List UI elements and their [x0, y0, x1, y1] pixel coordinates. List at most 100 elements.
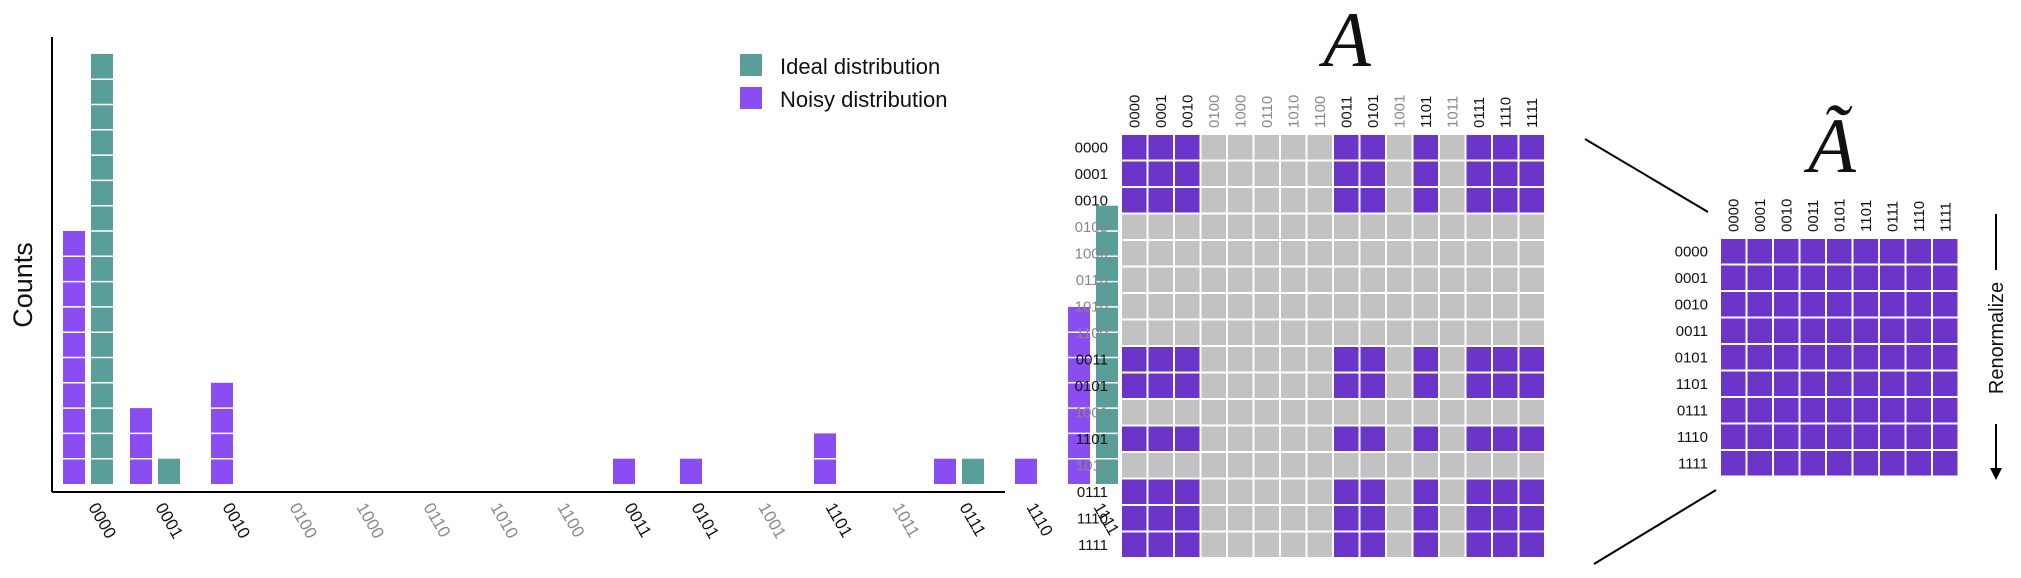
bar-chart: Counts 0000 0001 0010 0100 1000 0110 1010 1100 0… [8, 37, 1123, 542]
matrix-a-cell [1493, 241, 1518, 266]
matrix-a-title: A [1318, 0, 1371, 83]
matrix-a-tilde-cell [1827, 398, 1852, 423]
matrix-a-cell [1148, 267, 1173, 292]
matrix-a-tilde-cell [1747, 345, 1772, 370]
matrix-a-cell [1519, 532, 1544, 557]
x-tick-label: 0001 [152, 500, 187, 542]
x-tick-label: 1001 [755, 500, 790, 542]
matrix-a-tilde-cell [1880, 398, 1905, 423]
matrix-a-cell [1413, 347, 1438, 372]
matrix-a-tilde-cell [1880, 318, 1905, 343]
matrix-a-tilde-column-label: 0001 [1752, 199, 1769, 232]
matrix-a-column-label: 0000 [1126, 95, 1143, 128]
matrix-a-cell [1466, 214, 1491, 239]
matrix-a-cell [1201, 135, 1226, 160]
matrix-a-tilde-cell [1906, 265, 1931, 290]
matrix-a-cell [1228, 373, 1253, 398]
matrix-a-cell [1360, 347, 1385, 372]
matrix-a-row-label: 0000 [1075, 139, 1108, 156]
matrix-a-cell [1387, 241, 1412, 266]
matrix-a-column-label: 1011 [1444, 96, 1461, 128]
matrix-a-tilde-cell [1906, 371, 1931, 396]
matrix-a-tilde-cell [1880, 239, 1905, 264]
matrix-a-cell [1122, 320, 1147, 345]
matrix-a-tilde-cell [1721, 318, 1746, 343]
matrix-a-cell [1201, 532, 1226, 557]
bar-noisy-1110 [1015, 458, 1037, 484]
matrix-a-tilde-cell [1906, 292, 1931, 317]
matrix-a-cell [1493, 294, 1518, 319]
matrix-a-cell [1254, 400, 1279, 425]
matrix-a-tilde-cell [1721, 451, 1746, 476]
matrix-a-tilde-cell [1880, 371, 1905, 396]
matrix-a-cell [1519, 426, 1544, 451]
matrix-a-cell [1122, 426, 1147, 451]
matrix-a-cell [1122, 373, 1147, 398]
matrix-a-cell [1387, 267, 1412, 292]
matrix-a-cell [1122, 400, 1147, 425]
matrix-a-cell [1360, 426, 1385, 451]
matrix-a-cell [1228, 320, 1253, 345]
x-tick-label: 0011 [621, 500, 656, 541]
matrix-a-cell [1466, 161, 1491, 186]
matrix-a-tilde-cell [1721, 345, 1746, 370]
matrix-a-cell [1413, 400, 1438, 425]
matrix-a-cell [1440, 506, 1465, 531]
matrix-a-column-label: 1110 [1497, 97, 1514, 128]
matrix-a-cell [1493, 188, 1518, 213]
matrix-a-cell [1254, 267, 1279, 292]
x-tick-label: 0100 [286, 500, 321, 542]
matrix-a-tilde-cell [1747, 318, 1772, 343]
legend-label-noisy: Noisy distribution [780, 87, 948, 112]
matrix-a-column-label: 1100 [1312, 96, 1329, 128]
matrix-a-cell [1413, 135, 1438, 160]
matrix-a-tilde-cell [1906, 451, 1931, 476]
matrix-a-row-label: 0001 [1075, 166, 1108, 183]
matrix-a-cell [1254, 373, 1279, 398]
x-tick-label: 1110 [1023, 500, 1057, 540]
matrix-a-tilde-row-label: 0101 [1675, 349, 1708, 366]
matrix-a-cell [1281, 267, 1306, 292]
matrix-a-tilde-cell [1827, 371, 1852, 396]
matrix-a-cell [1175, 479, 1200, 504]
matrix-a-tilde-cell [1800, 424, 1825, 449]
matrix-a-tilde-cell [1721, 239, 1746, 264]
matrix-a-cell [1122, 347, 1147, 372]
matrix-a-cell [1493, 347, 1518, 372]
matrix-a-tilde-column-label: 0111 [1884, 201, 1901, 232]
matrix-a-cell [1413, 214, 1438, 239]
matrix-a-cell [1148, 214, 1173, 239]
matrix-a-cell [1519, 453, 1544, 478]
matrix-a-cell [1201, 426, 1226, 451]
matrix-a-cell [1440, 532, 1465, 557]
matrix-a-cell [1122, 453, 1147, 478]
matrix-a-row-label: 1011 [1076, 457, 1108, 474]
matrix-a-cell [1307, 532, 1332, 557]
matrix-a-cell [1307, 400, 1332, 425]
matrix-a-cell [1387, 188, 1412, 213]
matrix-a-cell [1519, 294, 1544, 319]
matrix-a-cell [1413, 188, 1438, 213]
matrix-a-row-label: 1010 [1075, 298, 1108, 315]
matrix-a-tilde-cell [1747, 292, 1772, 317]
matrix-a-cell [1466, 135, 1491, 160]
matrix-a-cell [1334, 479, 1359, 504]
matrix-a-tilde-cell [1747, 424, 1772, 449]
matrix-a-cell [1360, 241, 1385, 266]
matrix-a-cell [1254, 506, 1279, 531]
matrix-a-cell [1148, 320, 1173, 345]
matrix-a-row-label: 0100 [1075, 219, 1108, 236]
renormalize-annotation: Renormalize [1986, 214, 2008, 480]
matrix-a-cell [1493, 135, 1518, 160]
legend-swatch-ideal [740, 54, 762, 76]
matrix-a-column-label: 1111 [1524, 98, 1541, 128]
matrix-a-tilde-cell [1721, 371, 1746, 396]
matrix-a-tilde-cell [1853, 265, 1878, 290]
matrix-a-tilde-cell [1800, 265, 1825, 290]
matrix-a-tilde-cell [1853, 371, 1878, 396]
matrix-a-tilde-row-label: 0001 [1675, 270, 1708, 287]
bar-noisy-1111 [1068, 306, 1090, 484]
matrix-a-cell [1334, 161, 1359, 186]
matrix-a-cell [1360, 453, 1385, 478]
matrix-a-column-label: 1101 [1418, 96, 1435, 128]
